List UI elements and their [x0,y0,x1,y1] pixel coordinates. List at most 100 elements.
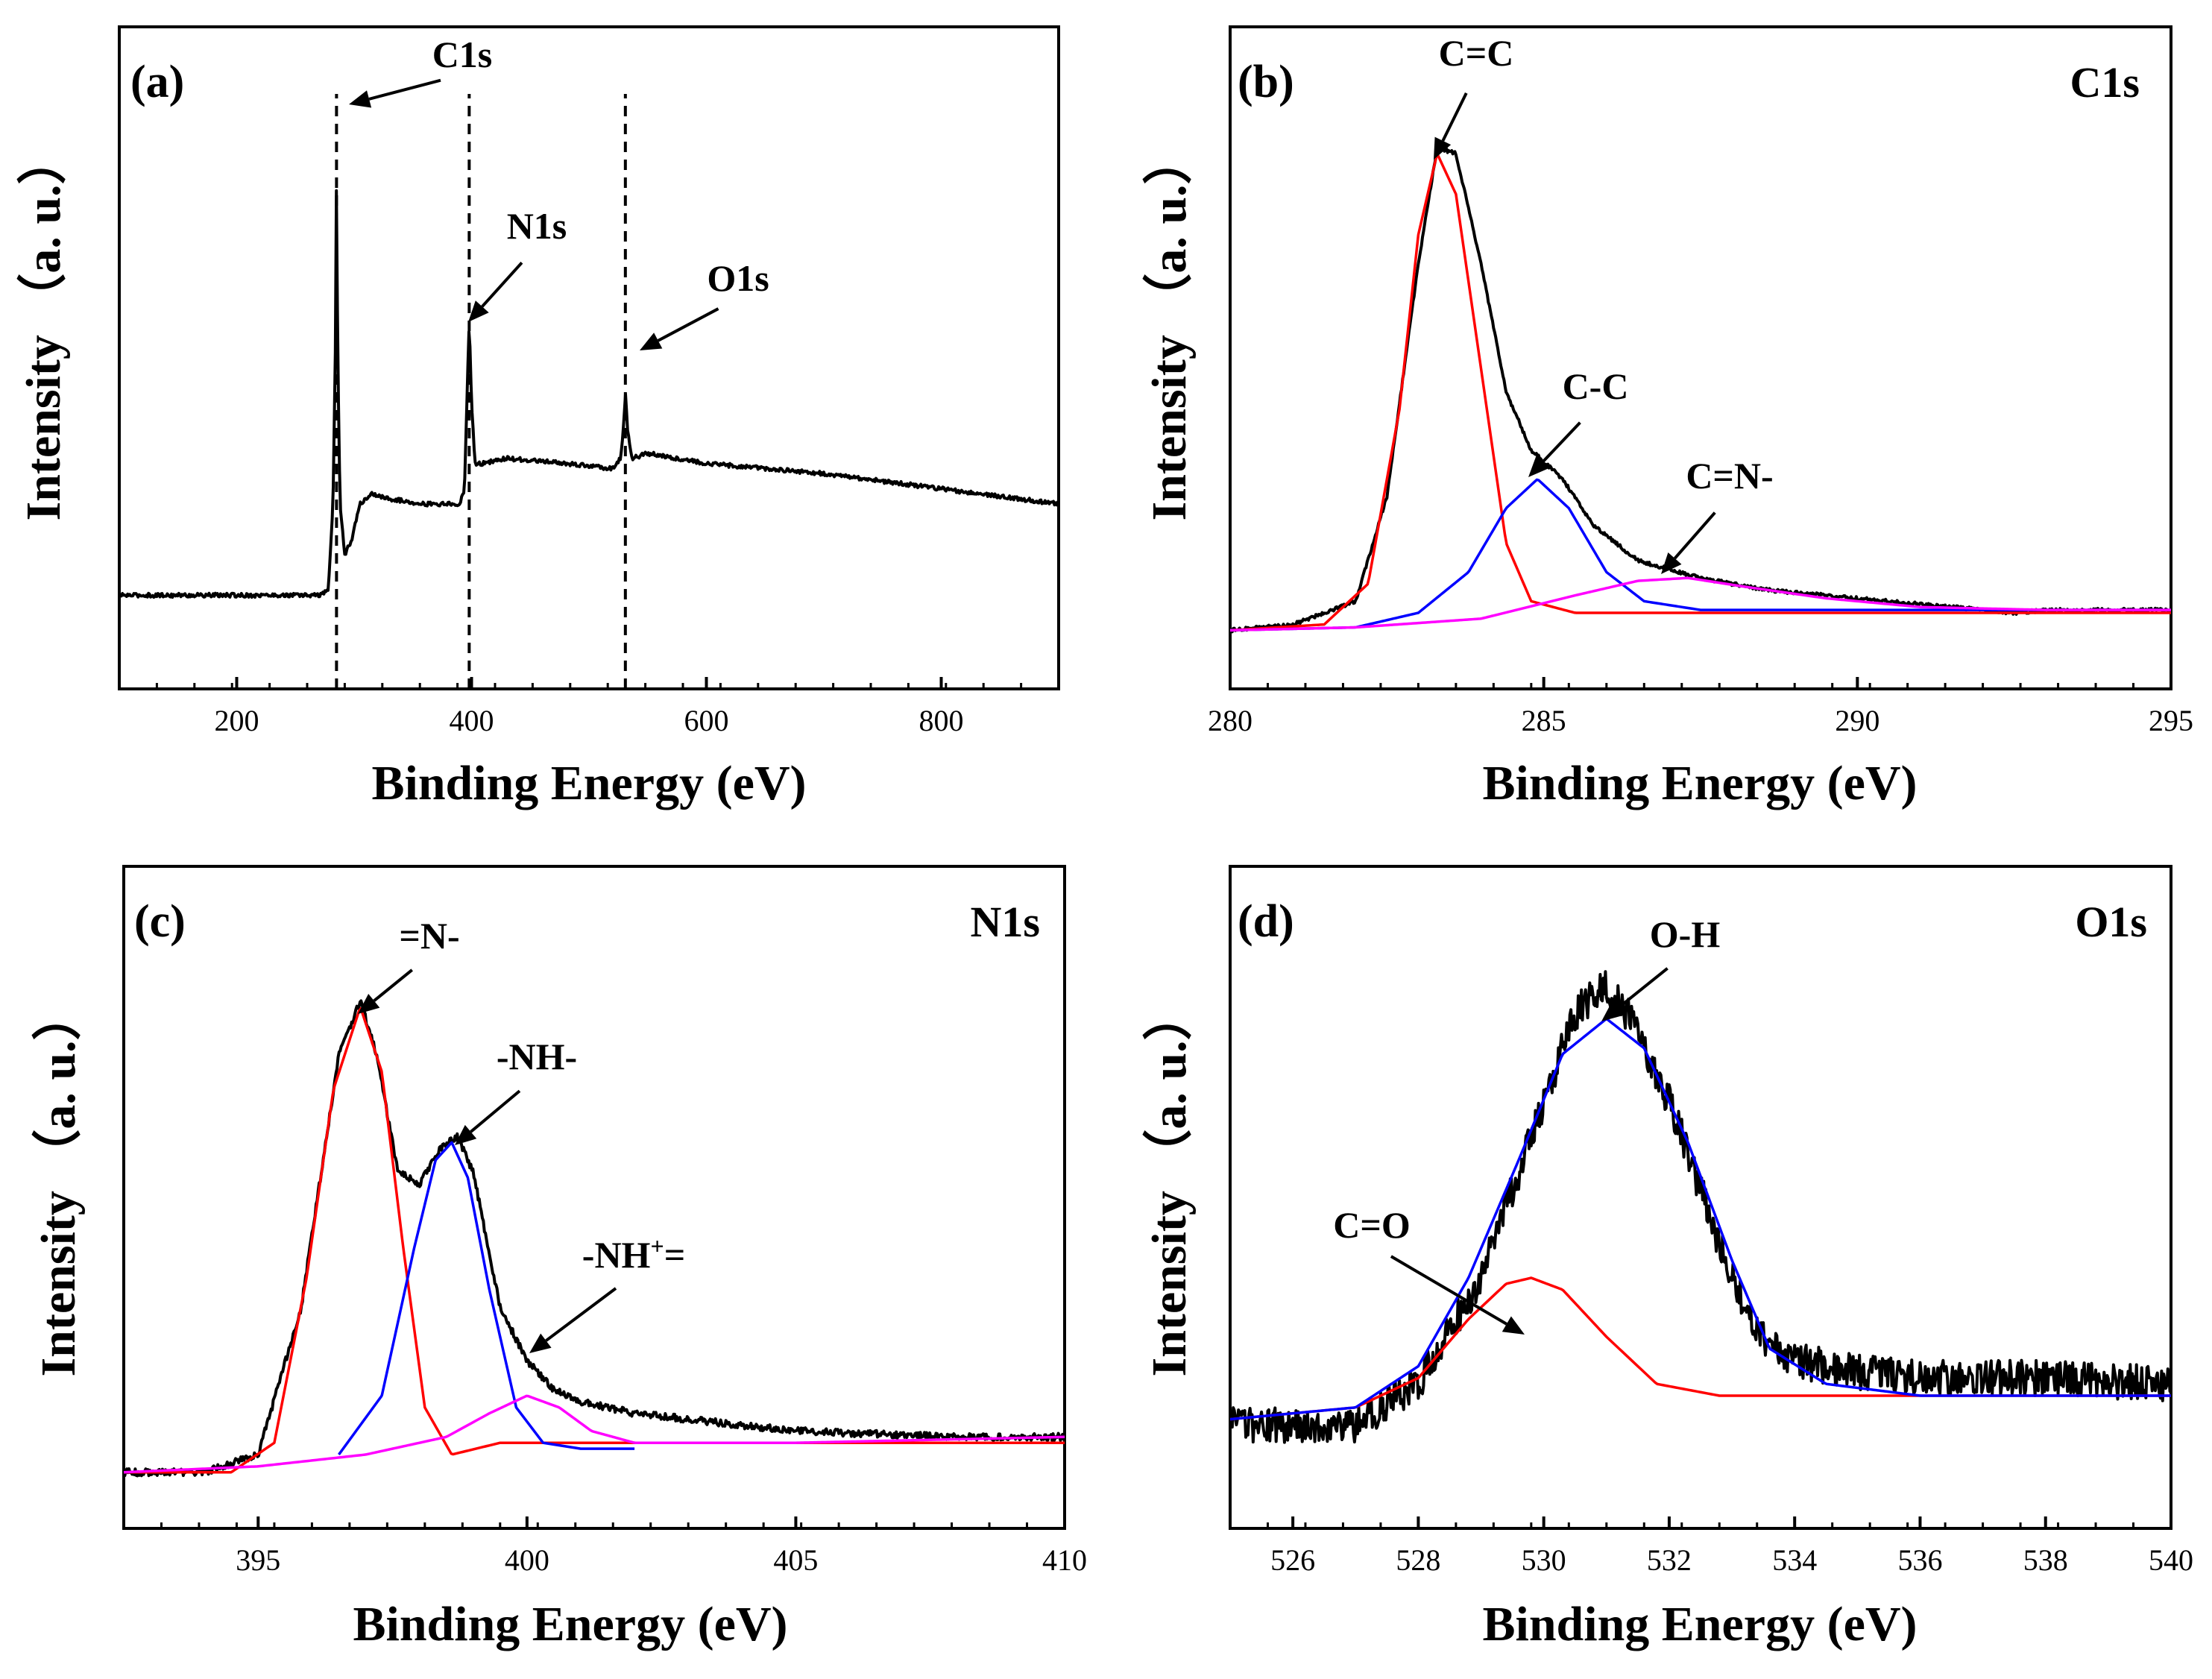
panel-a-ylabel: Intensity （a. u.） [16,135,71,520]
panel-d-ticks [1229,1516,2172,1528]
panel-c-corner-label: N1s [971,898,1040,946]
panel-d-label: (d) [1238,896,1294,947]
panel-a-annotations: C1s N1s O1s [349,34,769,350]
panel-a-xlabel: Binding Energy (eV) [371,756,806,810]
panel-d-annotation-label: O-H [1650,913,1721,955]
panel-c-series-3 [123,1394,1065,1474]
panel-c-xtick-label: 400 [505,1543,549,1577]
panel-b-annotations: C=C C-C C=N- [1434,32,1774,574]
panel-b-annotation-arrowhead [1528,456,1549,477]
panel-c-xtick-label: 395 [236,1543,280,1577]
panel-d-xtick-label: 540 [2149,1543,2193,1577]
panel-b-annotation-arrow [1673,511,1716,560]
panel-b-xtick-label: 280 [1208,704,1252,737]
panel-c-annotation-arrowhead [529,1333,552,1353]
panel-c-series-0 [122,999,1066,1478]
panel-b-annotation-label: C=N- [1686,455,1773,497]
panel-b-series-3 [1229,576,2171,632]
panel-c-annotation-arrow [470,1089,521,1133]
panel-a-annotation-label: C1s [432,34,493,75]
panel-b-annotation-label: C-C [1563,365,1629,407]
panel-d-xlabel: Binding Energy (eV) [1482,1597,1917,1651]
panel-c-curves [122,999,1066,1478]
panel-c: Intensity （a. u.） 395 400 405 410 =N- -NH- -N… [31,865,1087,1651]
panel-b-annotation-arrow [1541,421,1581,464]
panel-a-ticks [118,677,1060,689]
panel-c-ticks [122,1516,1066,1528]
panel-d-corner-label: O1s [2075,898,2147,946]
panel-a-xtick-label: 600 [684,704,729,737]
panel-d-curves [1229,970,2172,1444]
panel-a-plot-frame [118,25,1060,690]
panel-d-ylabel: Intensity （a. u.） [1141,991,1197,1376]
panel-d-series-2 [1229,1017,2171,1421]
panel-c-series-1 [124,1007,1065,1474]
panel-c-xtick-label: 410 [1042,1543,1087,1577]
panel-d-xtick-label: 538 [2023,1543,2068,1577]
panel-c-annotation-arrowhead [455,1124,477,1145]
panel-a-annotation-label: O1s [707,257,769,299]
panel-b-annotation-arrowhead [1661,552,1682,574]
panel-a-curves [119,189,1060,599]
panel-a-xtick-label: 400 [450,704,494,737]
panel-a-annotation-arrowhead [349,90,372,108]
panel-c-annotation-label: -NH+= [582,1232,685,1276]
panel-a-label: (a) [130,57,184,107]
panel-a-annotation-arrowhead [640,333,663,350]
panel-a-annotation-label: N1s [507,205,567,247]
panel-b-xtick-label: 290 [1835,704,1879,737]
panel-c-series-2 [338,1141,636,1456]
panel-a-annotation-arrow [657,307,719,342]
panel-b-xtick-label: 295 [2149,704,2193,737]
panel-d-xtick-label: 528 [1396,1543,1440,1577]
panel-c-ylabel: Intensity （a. u.） [31,991,86,1376]
panel-b-curves [1229,145,2172,634]
panel-d-xtick-label: 532 [1647,1543,1692,1577]
panel-b-tick-labels: 280 285 290 295 [1208,704,2193,737]
panel-d-annotations: C=O O-H [1333,913,1720,1335]
panel-b-plot-frame [1229,25,2172,690]
panel-d-tick-labels: 526 528 530 532 534 536 538 540 [1270,1543,2193,1577]
panel-c-annotation-arrow [545,1287,617,1342]
panel-c-annotations: =N- -NH- -NH+= [358,915,685,1353]
panel-c-xtick-label: 405 [773,1543,818,1577]
panel-d-xtick-label: 536 [1897,1543,1942,1577]
panel-b-ticks [1229,677,2172,689]
panel-d-xtick-label: 530 [1522,1543,1566,1577]
panel-a-series-0 [119,189,1060,599]
panel-a: Intensity （a. u.） 200 400 600 800 C1s N1s O1s… [16,25,1060,810]
panel-b-series-0 [1229,145,2172,634]
panel-b-xlabel: Binding Energy (eV) [1482,756,1917,810]
panel-d-annotation-arrowhead [1601,1001,1624,1021]
panel-c-annotation-arrow [373,968,413,1002]
panel-d-annotation-arrow [1390,1255,1507,1326]
panel-d: Intensity （a. u.） 526 528 530 532 534 536 538 5… [1141,865,2193,1651]
panel-d-series-0 [1229,970,2172,1444]
panel-c-annotation-arrowhead [358,994,380,1014]
panel-a-annotation-arrow [368,78,441,101]
panel-a-annotation-arrow [481,261,523,308]
panel-c-annotation-label: =N- [399,915,459,957]
panel-c-annotation-label: -NH- [497,1036,577,1077]
panel-a-xtick-label: 800 [919,704,964,737]
panel-c-label: (c) [134,896,186,947]
panel-b-xtick-label: 285 [1522,704,1566,737]
panel-b-annotation-arrow [1441,92,1468,142]
panel-c-tick-labels: 395 400 405 410 [236,1543,1087,1577]
panel-d-annotation-arrowhead [1502,1316,1525,1335]
panel-b-ylabel: Intensity （a. u.） [1141,135,1197,520]
panel-d-xtick-label: 526 [1270,1543,1315,1577]
panel-c-plot-frame [122,865,1066,1530]
panel-d-plot-frame [1229,865,2172,1530]
panel-a-annotation-arrowhead [468,300,489,322]
panel-b-corner-label: C1s [2070,58,2140,107]
panel-d-annotation-arrow [1616,967,1669,1010]
panel-a-xtick-label: 200 [215,704,259,737]
panel-b-label: (b) [1238,57,1294,107]
panel-c-xlabel: Binding Energy (eV) [353,1597,787,1651]
panel-b-annotation-label: C=C [1439,32,1514,74]
panel-a-guides [335,94,627,689]
panel-b-series-1 [1229,152,2171,632]
panel-d-xtick-label: 534 [1772,1543,1817,1577]
